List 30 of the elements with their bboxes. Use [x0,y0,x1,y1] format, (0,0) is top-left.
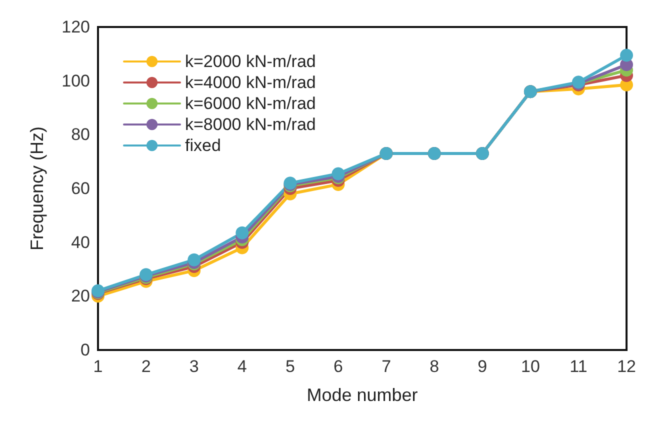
y-tick-label: 120 [62,18,90,36]
x-tick-label: 12 [617,357,636,376]
x-tick-label: 11 [570,357,588,376]
y-tick-label: 0 [80,340,90,360]
y-tick-label: 80 [71,125,90,144]
legend-label: k=6000 kN-m/rad [185,94,316,113]
point [188,253,201,266]
y-tick-label: 60 [71,179,90,198]
legend-label: k=8000 kN-m/rad [185,115,316,134]
point [236,226,249,240]
legend-label: k=4000 kN-m/rad [185,73,316,92]
legend-label: k=2000 kN-m/rad [185,52,316,71]
x-tick-label: 5 [285,357,295,376]
x-tick-label: 1 [93,357,103,376]
x-tick-label: 10 [520,357,540,376]
x-tick-label: 8 [430,357,440,376]
x-tick-label: 7 [382,357,392,376]
legend-label: fixed [185,136,221,155]
x-tick-label: 4 [237,357,247,376]
x-tick-label: 9 [478,357,488,376]
x-tick-label: 2 [141,357,151,376]
x-tick-label: 6 [334,357,343,376]
x-axis-title: Mode number [306,385,418,405]
y-tick-label: 40 [71,232,90,252]
y-axis-title: Frequency (Hz) [27,126,47,251]
y-tick-label: 100 [62,71,90,90]
x-tick-label: 3 [189,357,199,376]
point [332,167,345,180]
y-tick-label: 20 [71,286,90,306]
point [620,48,634,62]
